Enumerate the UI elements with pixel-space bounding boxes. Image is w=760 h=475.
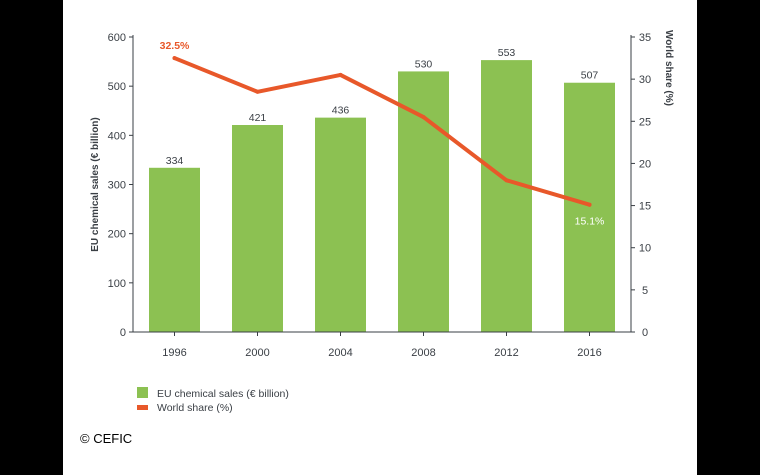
- left-tick-label-0: 0: [120, 327, 126, 339]
- world-share-point-2008: [421, 115, 426, 120]
- bar-2012: [481, 60, 532, 332]
- bar-1996: [149, 167, 200, 332]
- bar-label-2012: 553: [498, 47, 516, 59]
- right-tick-label-15: 15: [639, 201, 651, 213]
- world-share-label-last: 15.1%: [575, 216, 605, 228]
- right-tick-label-10: 10: [639, 243, 651, 255]
- right-tick-label-35: 35: [639, 32, 651, 44]
- left-tick-label-200: 200: [108, 229, 126, 241]
- x-tick-label-2008: 2008: [411, 347, 435, 359]
- x-tick-label-2004: 2004: [328, 347, 352, 359]
- right-axis-title: World share (%): [663, 30, 674, 106]
- bar-label-2000: 421: [249, 112, 267, 124]
- line-layer: [172, 56, 592, 207]
- bar-label-2016: 507: [581, 70, 599, 82]
- copyright-credit: © CEFIC: [80, 431, 133, 446]
- bar-2016: [564, 82, 615, 332]
- bar-label-1996: 334: [166, 155, 184, 167]
- bar-2004: [315, 117, 366, 332]
- slide: 0 100 200 300 400 500 600 0 5 10 15 20 25 30 35 1996 200…: [63, 0, 697, 475]
- x-tick-label-2000: 2000: [245, 347, 269, 359]
- world-share-point-2012: [504, 178, 509, 183]
- bar-2008: [398, 71, 449, 333]
- right-tick-label-30: 30: [639, 74, 651, 86]
- right-tick-label-25: 25: [639, 116, 651, 128]
- right-tick-label-5: 5: [642, 285, 648, 297]
- legend: EU chemical sales (€ billion) World share…: [137, 387, 289, 414]
- bars-layer: [149, 60, 615, 333]
- world-share-line: [172, 56, 592, 207]
- world-share-point-1996: [172, 56, 177, 61]
- left-tick-label-100: 100: [108, 278, 126, 290]
- world-share-point-2004: [338, 72, 343, 77]
- left-axis-title: EU chemical sales (€ billion): [90, 117, 101, 252]
- world-share-point-2016: [587, 202, 592, 207]
- chart: 0 100 200 300 400 500 600 0 5 10 15 20 25 30 35 1996 200…: [90, 30, 674, 414]
- bar-2000: [232, 125, 283, 332]
- axes-layer: 0 100 200 300 400 500 600 0 5 10 15 20 25 30 35 1996 200…: [90, 30, 674, 359]
- left-tick-label-600: 600: [108, 32, 126, 44]
- bar-label-2004: 436: [332, 105, 350, 117]
- left-tick-label-500: 500: [108, 81, 126, 93]
- legend-swatch-sales: [137, 387, 148, 398]
- legend-swatch-share: [137, 405, 148, 410]
- x-tick-label-2016: 2016: [577, 347, 601, 359]
- legend-label-share: World share (%): [157, 402, 233, 414]
- right-tick-label-20: 20: [639, 158, 651, 170]
- legend-label-sales: EU chemical sales (€ billion): [157, 388, 289, 400]
- bar-label-2008: 530: [415, 58, 433, 70]
- left-tick-label-300: 300: [108, 180, 126, 192]
- world-share-label-first: 32.5%: [160, 40, 190, 52]
- right-tick-label-0: 0: [642, 327, 648, 339]
- world-share-point-2000: [255, 89, 260, 94]
- x-tick-label-1996: 1996: [162, 347, 186, 359]
- x-tick-label-2012: 2012: [494, 347, 518, 359]
- left-tick-label-400: 400: [108, 130, 126, 142]
- labels-layer: 334 421 436 530 553 507 32.5% 15.1%: [160, 40, 605, 228]
